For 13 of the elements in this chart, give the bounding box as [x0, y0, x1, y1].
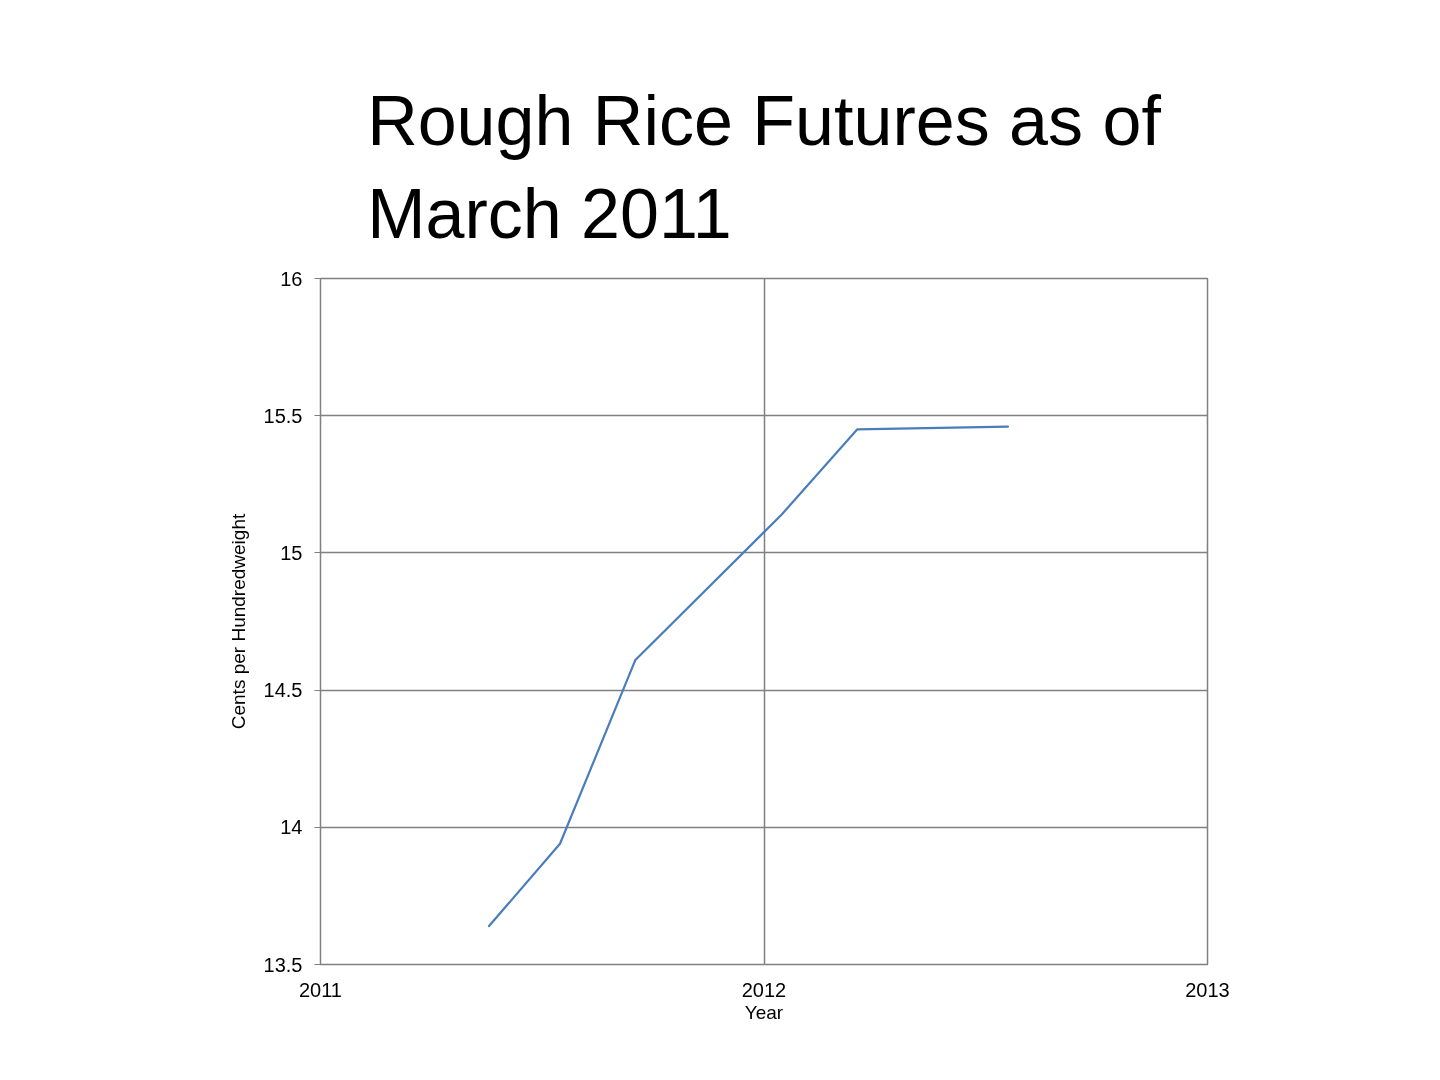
y-tick-label: 14: [280, 816, 303, 839]
line-series: [487, 425, 1010, 928]
x-tick-label: 2011: [299, 978, 343, 1001]
y-tick-label: 15: [280, 541, 303, 564]
chart-title: Rough Rice Futures as of March 2011: [367, 81, 1162, 254]
y-axis-title: Cents per Hundredweight: [227, 513, 249, 730]
y-tick-label: 14.5: [263, 679, 303, 702]
x-tick-label: 2012: [741, 978, 787, 1001]
x-tick-label: 2013: [1185, 978, 1230, 1001]
y-tick-label: 13.5: [263, 953, 303, 976]
y-tick-label: 16: [280, 267, 303, 290]
y-tick-label: 15.5: [263, 404, 303, 427]
x-axis-title: Year: [744, 1001, 784, 1023]
